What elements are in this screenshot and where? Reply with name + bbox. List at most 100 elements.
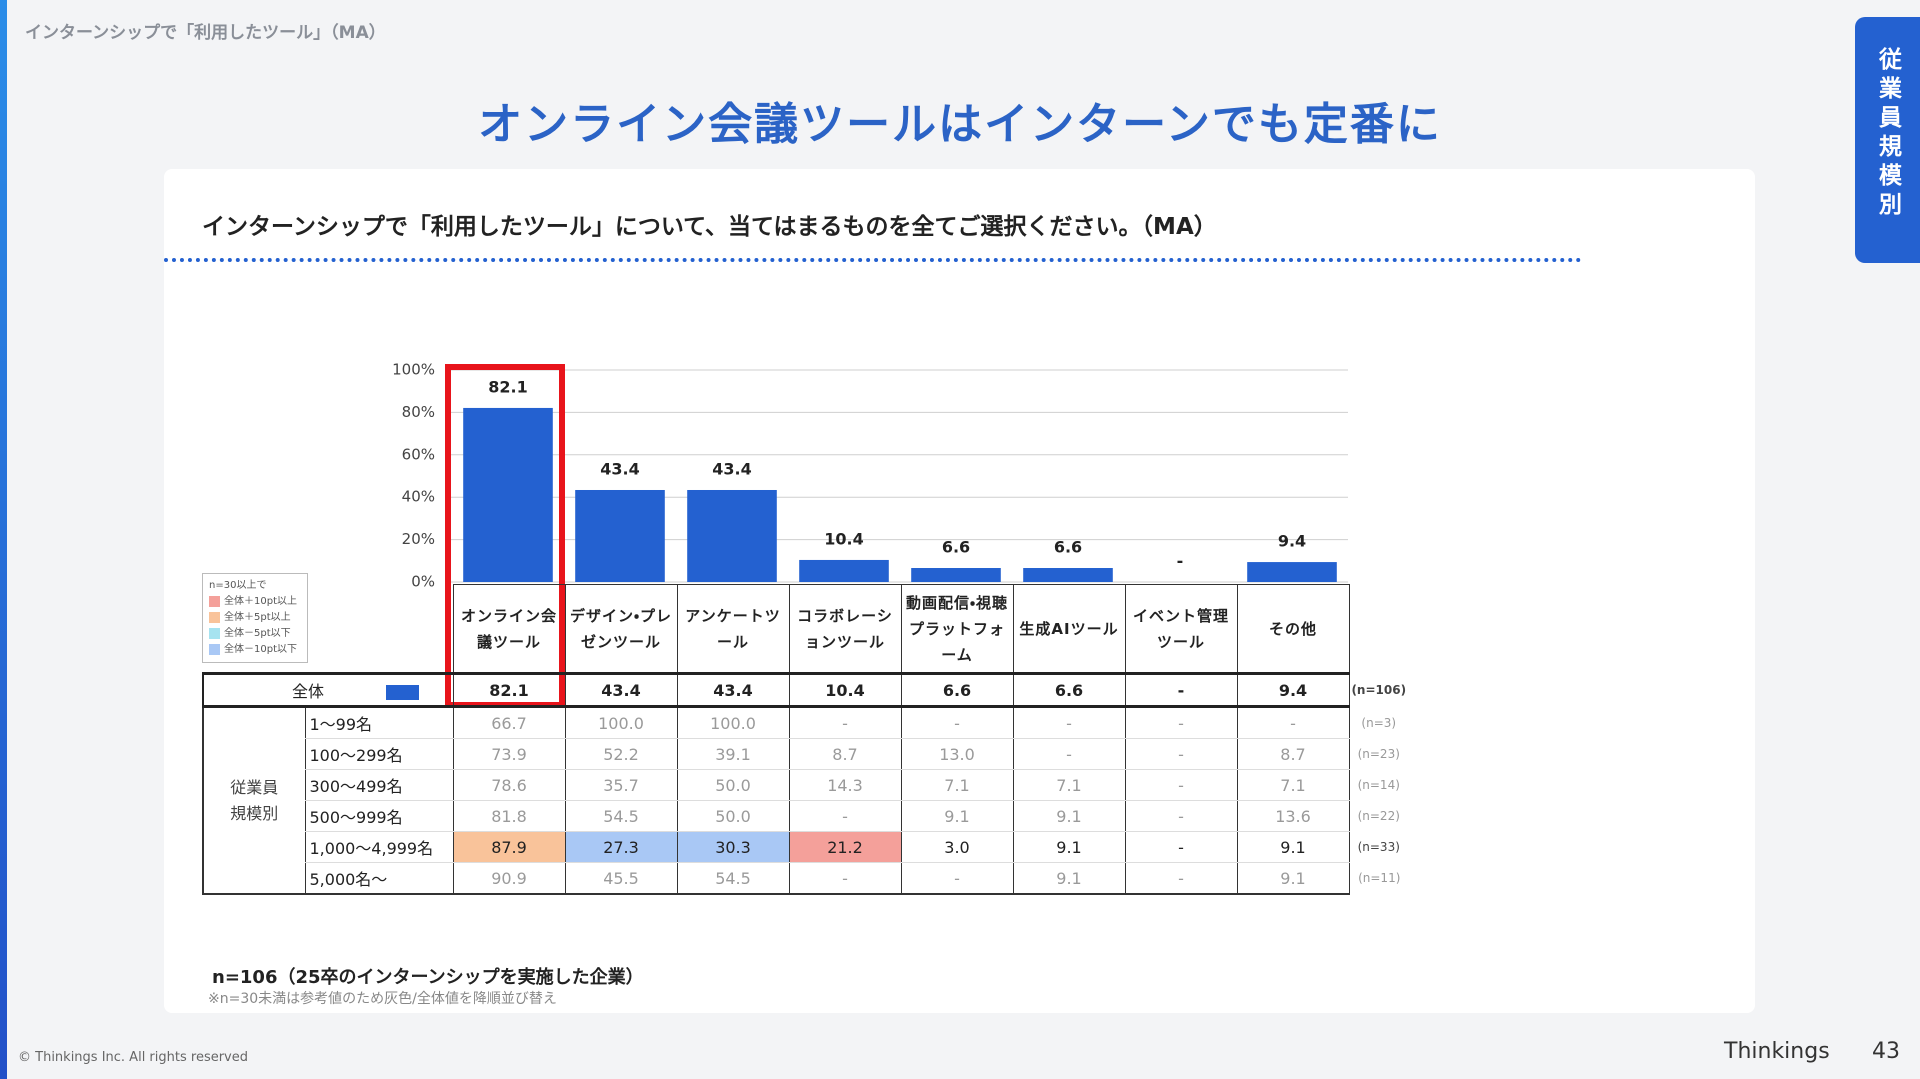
y-tick-label: 100% (392, 361, 435, 379)
table-cell: 13.0 (900, 738, 1014, 770)
row-n: (n=11) (1358, 871, 1401, 886)
legend-swatch (209, 595, 220, 607)
table-cell: 9.1 (1012, 862, 1126, 895)
table-cell: 3.0 (900, 831, 1014, 863)
table-cell: 21.2 (788, 831, 902, 863)
table-cell: - (1124, 862, 1238, 895)
table-cell: 73.9 (452, 738, 566, 770)
empty-cell (203, 585, 305, 674)
table-cell: 52.2 (564, 738, 678, 770)
table-row: 100〜299名 73.9 52.2 39.1 8.7 13.0- -8.7 (n=23) (203, 738, 1409, 770)
y-tick-label: 80% (402, 403, 435, 421)
row-n: (n=23) (1357, 747, 1400, 761)
total-cell: 6.6 (900, 672, 1014, 708)
divider (164, 258, 1582, 262)
table-row: 1,000〜4,999名 87.9 27.3 30.3 21.2 3.0 9.1-9.1 (n… (203, 831, 1409, 863)
empty-cell (1349, 585, 1409, 674)
bar (1023, 568, 1113, 582)
table-cell: 78.6 (452, 769, 566, 801)
row-n: (n=33) (1357, 840, 1400, 854)
row-label: 1,000〜4,999名 (304, 831, 453, 863)
table-cell: 54.5 (676, 862, 790, 895)
table-cell: 100.0 (676, 706, 790, 739)
table-cell: 81.8 (452, 800, 566, 832)
legend-title: n=30以上で (209, 580, 267, 591)
table-cell: 8.7 (1236, 738, 1350, 770)
sample-note: n=106（25卒のインターンシップを実施した企業） (212, 967, 644, 988)
category-label: オンライン会議ツール (452, 584, 566, 674)
table-cell: 50.0 (676, 800, 790, 832)
y-tick-label: 0% (411, 573, 435, 591)
legend-label: 全体＋5pt以上 (224, 612, 291, 623)
table-cell: 9.1 (1236, 831, 1350, 863)
table-row: 5,000名〜 90.9 45.5 54.5- -9.1-9.1 (n=11) (203, 862, 1409, 895)
value-label: 6.6 (1054, 538, 1082, 557)
table-cell: - (1124, 706, 1238, 739)
group-label: 従業員規模別 (202, 706, 305, 895)
bar (575, 489, 665, 582)
value-label: 10.4 (824, 529, 863, 548)
table-cell: - (788, 862, 902, 895)
copyright: © Thinkings Inc. All rights reserved (18, 1050, 249, 1065)
table-cell: - (788, 800, 902, 832)
category-label: アンケートツール (676, 584, 790, 674)
table-cell: 8.7 (788, 738, 902, 770)
category-label: 生成AIツール (1012, 584, 1126, 674)
table-cell: 39.1 (676, 738, 790, 770)
total-label-text: 全体 (292, 682, 325, 701)
bar (911, 568, 1001, 582)
group-label-text: 従業員規模別 (230, 777, 279, 823)
legend-swatch (209, 627, 220, 639)
total-swatch (386, 685, 420, 700)
table-cell: 9.1 (900, 800, 1014, 832)
table-cell: 9.1 (1012, 831, 1126, 863)
legend-label: 全体－10pt以下 (224, 644, 297, 655)
y-tick-label: 40% (402, 488, 435, 506)
category-label: イベント管理ツール (1124, 584, 1238, 674)
category-label: コラボレーションツール (788, 584, 902, 674)
y-tick-label: 20% (402, 530, 435, 548)
total-n: (n=106) (1351, 683, 1407, 697)
total-label: 全体 (202, 672, 453, 708)
bar (1247, 562, 1337, 582)
category-label: デザイン・プレゼンツール (564, 584, 678, 674)
table-cell: - (900, 862, 1014, 895)
row-n: (n=22) (1357, 809, 1400, 823)
bar (687, 489, 777, 582)
legend-label: 全体＋10pt以上 (224, 596, 297, 607)
total-row: 全体 82.1 43.4 43.4 10.4 6.6 6.6-9.4 (n=106) (202, 672, 1409, 708)
table-cell: - (1236, 706, 1350, 739)
table-cell: 7.1 (1236, 769, 1350, 801)
row-label: 300〜499名 (304, 769, 453, 801)
legend: n=30以上で 全体＋10pt以上 全体＋5pt以上 全体－5pt以下 全体－10pt… (202, 573, 308, 663)
value-label: 43.4 (600, 459, 639, 478)
row-n: (n=14) (1357, 778, 1400, 792)
table-cell: 7.1 (900, 769, 1014, 801)
question: インターンシップで「利用したツール」について、当てはまるものを全てご選択ください… (202, 214, 1217, 240)
table-row: 従業員規模別 1〜99名 66.7 100.0 100.0- - - - - (n=3) (202, 706, 1409, 895)
brand: Thinkings (1724, 1039, 1830, 1064)
table-cell: 50.0 (676, 769, 790, 801)
table-cell: 9.1 (1236, 862, 1350, 895)
bar (799, 559, 889, 582)
table-cell: - (1124, 831, 1238, 863)
page-number: 43 (1872, 1039, 1900, 1064)
table-row: 300〜499名 78.6 35.7 50.0 14.3 7.1 7.1-7.1 (n=14) (203, 769, 1409, 801)
total-cell: 10.4 (788, 672, 902, 708)
total-cell: 9.4 (1236, 672, 1350, 708)
row-n: (n=3) (1361, 715, 1397, 730)
table-cell: - (1124, 800, 1238, 832)
legend-swatch (209, 643, 220, 655)
table-cell: - (900, 706, 1014, 739)
data-table: オンライン会議ツール デザイン・プレゼンツール アンケートツール コラボレーションツー… (202, 584, 1410, 895)
table-cell: 30.3 (676, 831, 790, 863)
legend-item: 全体－10pt以下 (209, 642, 301, 658)
legend-item: 全体＋5pt以上 (209, 610, 301, 626)
table-cell: - (1012, 738, 1126, 770)
section-tab: 従業員規模別 (1855, 17, 1920, 263)
value-label: 82.1 (488, 377, 527, 396)
table-cell: 66.7 (452, 706, 566, 739)
empty-cell (305, 585, 453, 674)
total-cell: 43.4 (676, 672, 790, 708)
